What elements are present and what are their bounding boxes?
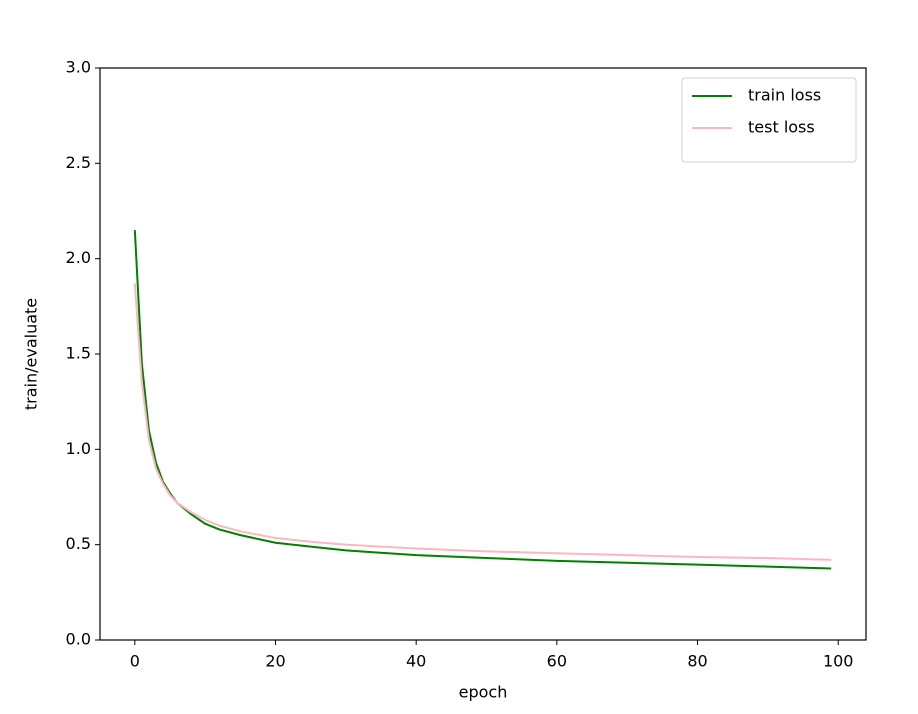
x-tick-label: 100 <box>823 652 854 671</box>
y-tick-label: 2.0 <box>66 248 91 267</box>
legend-box <box>681 77 857 163</box>
y-tick-label: 1.0 <box>66 439 91 458</box>
x-tick-label: 60 <box>547 652 567 671</box>
y-tick-label: 2.5 <box>66 153 91 172</box>
y-tick-label: 3.0 <box>66 58 91 77</box>
legend-label: train loss <box>748 86 821 105</box>
line-series <box>133 230 832 570</box>
x-tick-label: 0 <box>130 652 140 671</box>
x-tick-label: 40 <box>406 652 426 671</box>
y-tick-label: 0.0 <box>66 630 91 649</box>
y-axis-label: train/evaluate <box>22 298 41 410</box>
x-tick-label: 20 <box>265 652 285 671</box>
line-series <box>133 283 832 561</box>
y-tick-label: 0.5 <box>66 534 91 553</box>
y-tick-label: 1.5 <box>66 344 91 363</box>
x-axis-label: epoch <box>459 683 508 702</box>
x-tick-label: 80 <box>687 652 707 671</box>
legend-label: test loss <box>748 118 815 137</box>
